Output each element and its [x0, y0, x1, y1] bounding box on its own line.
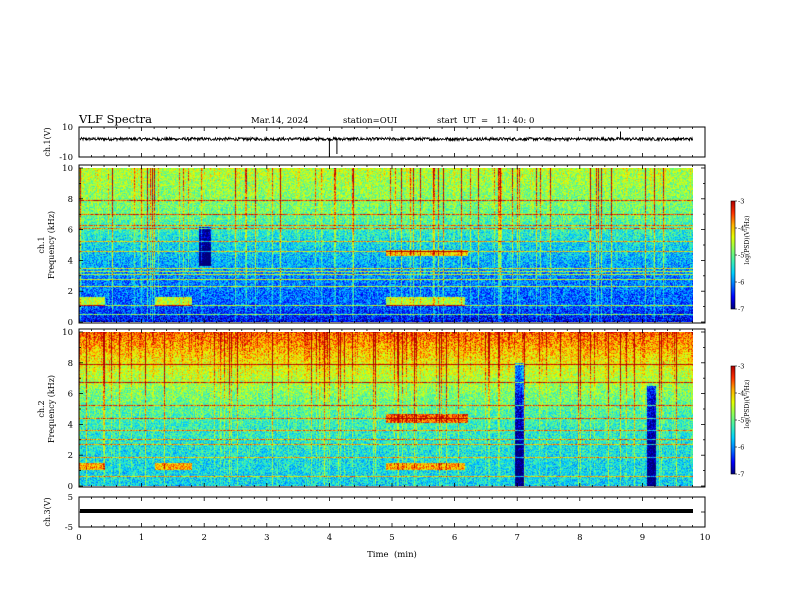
ch1-waveform-frame [78, 126, 706, 158]
ch1-spectrogram-image [79, 168, 693, 322]
ch2-spectrogram-ylabel-channel: ch.2 [37, 400, 46, 417]
ch2-colorbar-tick-label: -5 [738, 417, 744, 425]
ch1-spectrogram-ylabel-channel: ch.1 [37, 236, 46, 253]
ch2-spectrogram-ylabel-frequency: Frequency (kHz) [47, 375, 56, 443]
ch1-waveform-ytick-label: 10 [62, 123, 73, 133]
ch1-waveform-ytick-label: -10 [59, 153, 73, 163]
ch1-waveform-ylabel: ch.1(V) [43, 127, 52, 156]
ch2-colorbar-bar [730, 365, 736, 475]
ch1-waveform-panel: ch.1(V) 10 -10 [43, 123, 706, 163]
ch2-colorbar-tick-label: -7 [738, 471, 744, 479]
ch2-spectrogram-ytick-label: 2 [68, 451, 73, 461]
ch1-colorbar-tick-label: -6 [738, 279, 744, 287]
ch2-spectrogram-ytick-label: 0 [68, 482, 73, 492]
figure-title: VLF Spectra [78, 112, 152, 126]
time-tick-label: 2 [201, 533, 206, 543]
ch3-waveform-ytick-label: 5 [68, 493, 73, 503]
ch1-spectrogram-ylabel-frequency: Frequency (kHz) [47, 211, 56, 279]
ch1-spectrogram-ytick-label: 8 [68, 195, 73, 205]
time-tick-label: 4 [327, 533, 332, 543]
ch2-colorbar: log(PSD)(V²/Hz) -3 -4 -5 -6 -7 [730, 363, 751, 479]
ch1-colorbar: log(PSD)(V²/Hz) -3 -4 -5 -6 -7 [730, 198, 751, 314]
ch1-colorbar-tick-label: -4 [738, 225, 744, 233]
ch2-colorbar-tick-label: -6 [738, 444, 744, 452]
ch2-spectrogram-ytick-label: 10 [62, 328, 73, 338]
ch2-spectrogram-ytick-label: 4 [68, 420, 73, 430]
ch2-spectrogram-image [79, 332, 693, 486]
time-axis-label: Time (min) [367, 549, 417, 560]
ch1-spectrogram-panel: ch.1 Frequency (kHz) 0 2 4 6 8 10 [37, 164, 706, 328]
ch2-spectrogram-ytick-label: 8 [68, 359, 73, 369]
time-tick-label: 5 [389, 533, 394, 543]
ch2-colorbar-tick-label: -4 [738, 390, 744, 398]
time-tick-label: 6 [452, 533, 457, 543]
ch3-waveform-ytick-label: -5 [65, 523, 73, 533]
time-tick-label: 3 [264, 533, 269, 543]
ch1-colorbar-bar [730, 200, 736, 310]
ch3-waveform-panel: ch.3(V) Time (min) 5 -50 1 2 3 4 5 6 7 8 9 10 [43, 493, 710, 560]
ch2-spectrogram-ytick-label: 6 [68, 390, 73, 400]
time-tick-label: 1 [139, 533, 144, 543]
ch1-colorbar-tick-label: -3 [738, 198, 744, 206]
ch3-waveform-ylabel: ch.3(V) [43, 497, 52, 526]
ch1-colorbar-tick-label: -7 [738, 306, 744, 314]
ch2-colorbar-tick-label: -3 [738, 363, 744, 371]
start-time-label: start UT = 11: 40: 0 [437, 116, 534, 126]
ch1-spectrogram-ytick-label: 4 [68, 256, 73, 266]
time-tick-label: 10 [700, 533, 711, 543]
time-tick-label: 7 [514, 533, 519, 543]
time-tick-label: 9 [640, 533, 645, 543]
ch2-colorbar-label: log(PSD)(V²/Hz) [744, 380, 751, 429]
ch1-colorbar-tick-label: -5 [738, 252, 744, 260]
ch1-spectrogram-ytick-label: 10 [62, 164, 73, 174]
ch1-spectrogram-ytick-label: 0 [68, 318, 73, 328]
ch2-spectrogram-panel: ch.2 Frequency (kHz) 0 2 4 6 8 10 [37, 328, 706, 492]
date-label: Mar.14, 2024 [251, 116, 308, 126]
ch1-colorbar-label: log(PSD)(V²/Hz) [744, 216, 751, 265]
time-tick-label: 8 [577, 533, 582, 543]
ch1-spectrogram-ytick-label: 6 [68, 226, 73, 236]
ch3-waveform-trace [80, 509, 693, 513]
ch1-waveform-trace [79, 135, 694, 143]
station-label: station=OUI [343, 116, 397, 126]
time-tick-label: 0 [76, 533, 81, 543]
ch1-spectrogram-ytick-label: 2 [68, 287, 73, 297]
